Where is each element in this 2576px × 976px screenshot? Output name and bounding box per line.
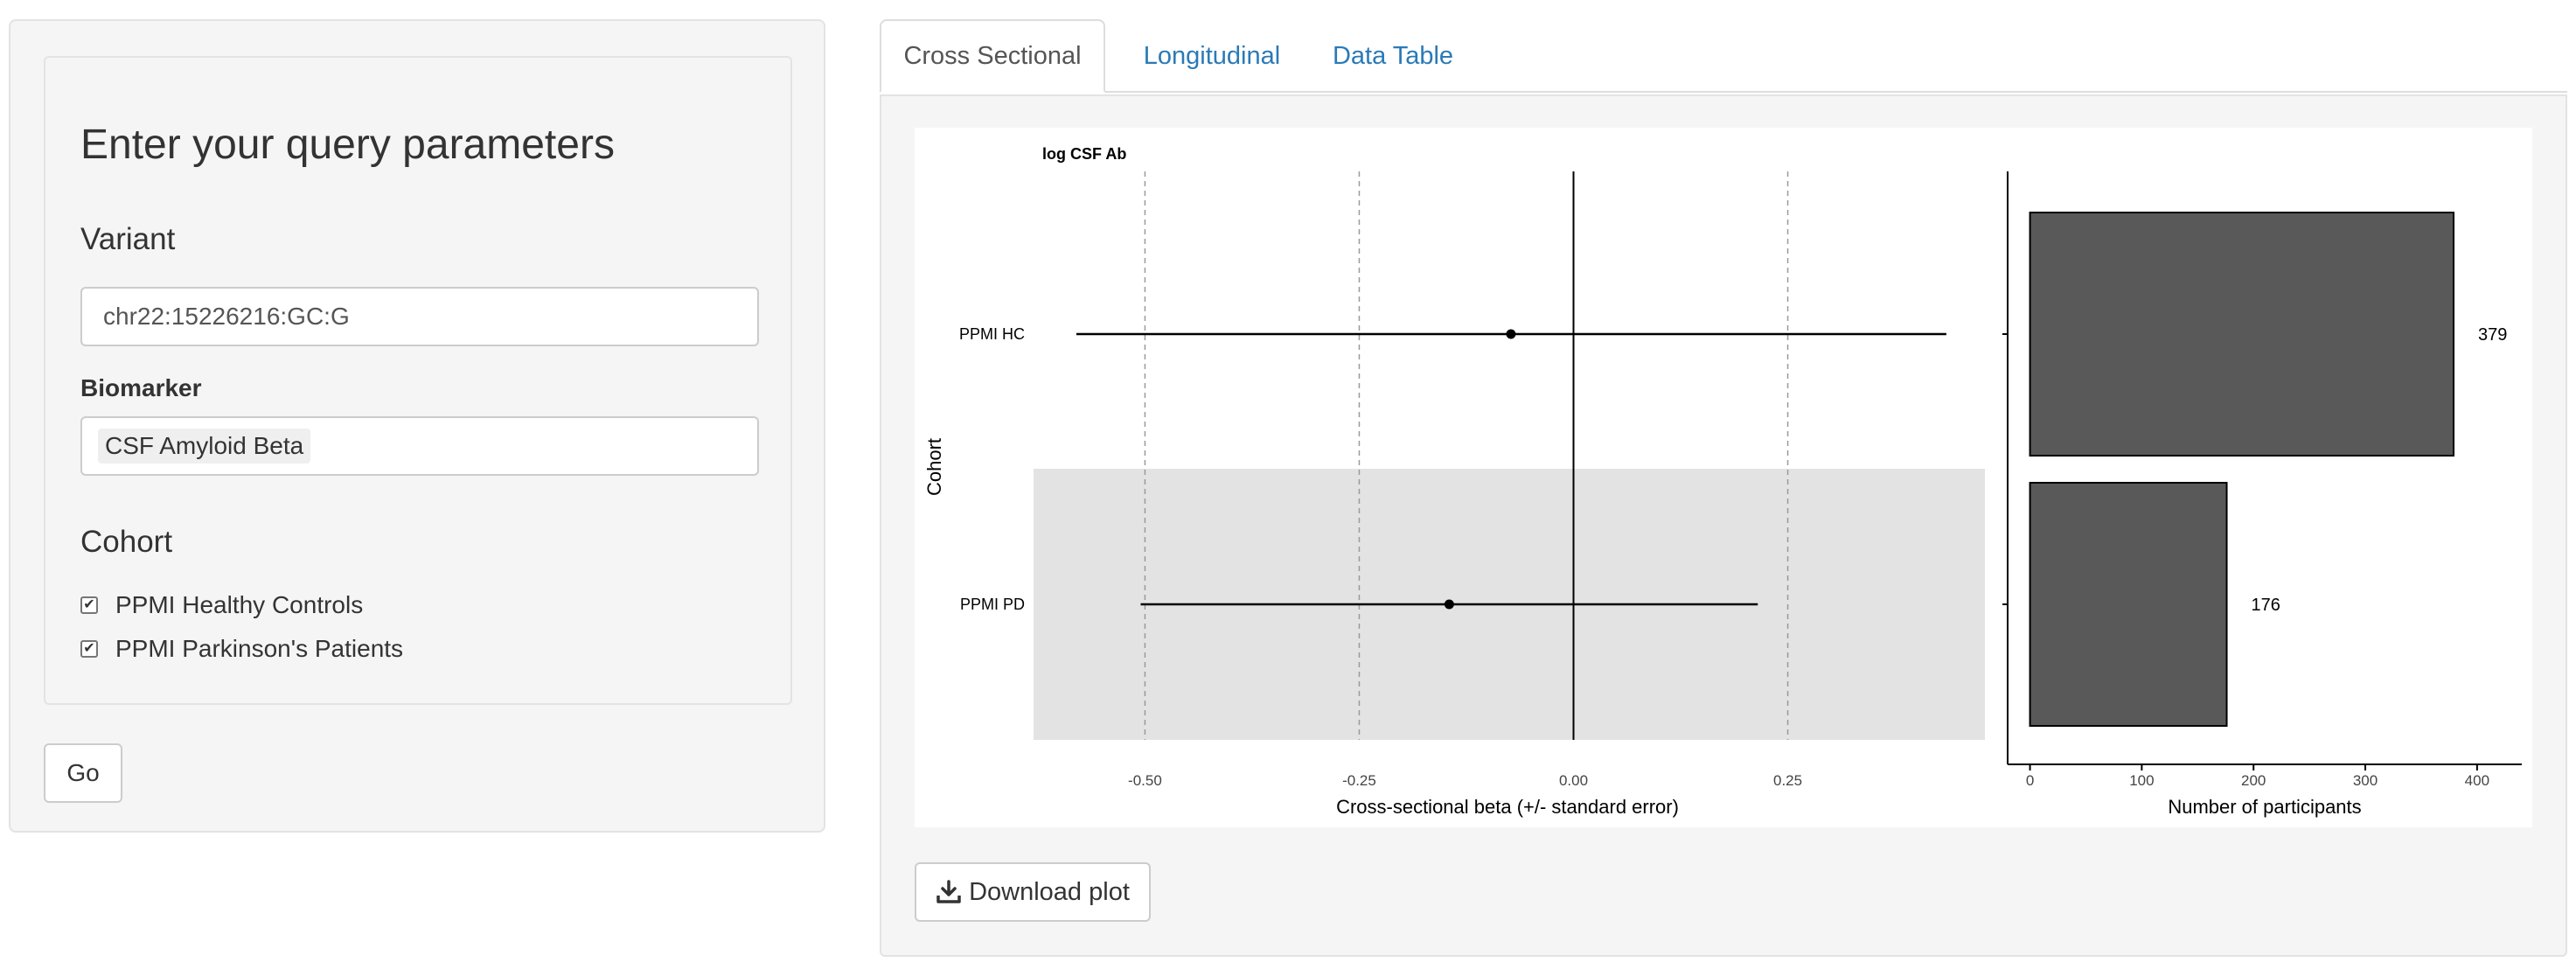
participant-count-label-1: 176 (2252, 596, 2280, 615)
count-x-tick-label-0: 0 (2026, 772, 2034, 789)
download-plot-label: Download plot (969, 877, 1130, 906)
forest-y-axis-label: Cohort (923, 438, 945, 496)
forest-y-tick-label-0: PPMI HC (959, 325, 1025, 343)
checkbox-parkinsons-patients[interactable]: ✔ (80, 640, 98, 658)
count-x-axis-label: Number of participants (2168, 796, 2361, 818)
forest-x-tick-label-0: -0.50 (1128, 772, 1162, 789)
forest-plot-title: log CSF Ab (1042, 145, 1126, 163)
tab-bar: Cross Sectional Longitudinal Data Table (880, 19, 2567, 93)
variant-input[interactable] (80, 287, 759, 346)
download-plot-button[interactable]: Download plot (915, 862, 1151, 922)
checkbox-label-healthy-controls[interactable]: PPMI Healthy Controls (115, 591, 364, 618)
point-estimate-1 (1444, 599, 1454, 610)
go-button[interactable]: Go (44, 743, 122, 803)
participant-bar-0 (2029, 212, 2455, 457)
cohort-heading: Cohort (80, 525, 173, 559)
forest-x-tick-label-2: 0.00 (1559, 772, 1588, 789)
forest-x-axis-label: Cross-sectional beta (+/- standard error… (1336, 796, 1679, 818)
count-x-tick-label-2: 200 (2241, 772, 2266, 789)
count-x-tick-label-1: 100 (2129, 772, 2154, 789)
tab-longitudinal[interactable]: Longitudinal (1143, 42, 1281, 70)
query-sidebar: Enter your query parameters Variant Biom… (9, 19, 825, 833)
tab-cross-sectional[interactable]: Cross Sectional (880, 19, 1105, 93)
forest-x-tick-label-1: -0.25 (1342, 772, 1376, 789)
biomarker-selected-chip[interactable]: CSF Amyloid Beta (98, 429, 311, 464)
query-title: Enter your query parameters (80, 122, 615, 168)
plot-area: log CSF Ab Cohort Cross-sectional beta (… (915, 128, 2532, 827)
tab-data-table[interactable]: Data Table (1332, 42, 1454, 70)
download-icon (936, 880, 961, 903)
count-x-tick-label-3: 300 (2353, 772, 2378, 789)
tab-bar-divider (880, 91, 2567, 93)
biomarker-label: Biomarker (80, 374, 202, 401)
variant-heading: Variant (80, 222, 176, 256)
query-parameters-panel: Enter your query parameters Variant Biom… (44, 56, 792, 705)
cross-sectional-plot: log CSF Ab Cohort Cross-sectional beta (… (923, 145, 2522, 818)
cohort-option-parkinsons-patients[interactable]: ✔ PPMI Parkinson's Patients (80, 633, 403, 665)
checkbox-label-parkinsons-patients[interactable]: PPMI Parkinson's Patients (115, 635, 404, 662)
cohort-option-healthy-controls[interactable]: ✔ PPMI Healthy Controls (80, 589, 363, 621)
biomarker-select[interactable]: CSF Amyloid Beta (80, 416, 759, 476)
forest-x-tick-label-3: 0.25 (1773, 772, 1802, 789)
count-x-tick-label-4: 400 (2465, 772, 2489, 789)
participant-bar-1 (2029, 482, 2228, 727)
checkbox-healthy-controls[interactable]: ✔ (80, 596, 98, 614)
forest-y-tick-label-1: PPMI PD (960, 596, 1025, 613)
participant-count-label-0: 379 (2478, 325, 2507, 345)
point-estimate-0 (1506, 329, 1516, 339)
